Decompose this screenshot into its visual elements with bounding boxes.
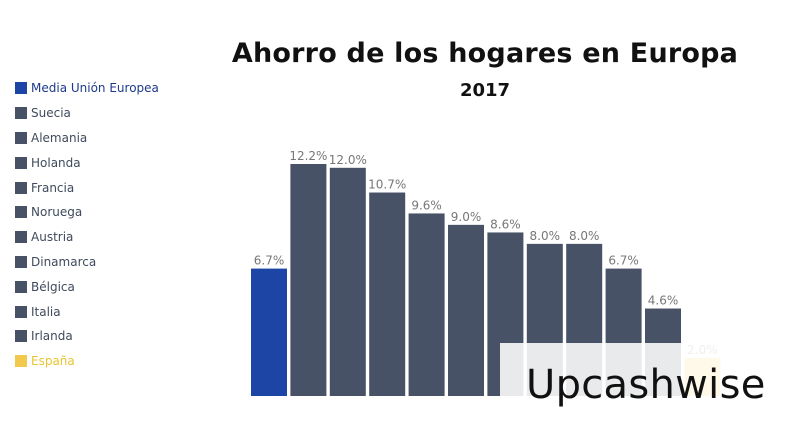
legend-label: Suecia (31, 106, 71, 121)
legend-swatch (15, 305, 27, 318)
legend-label: Bélgica (31, 279, 75, 294)
legend-swatch (15, 107, 27, 120)
data-label-8: 8.0% (530, 229, 561, 243)
legend-item: Noruega (15, 200, 159, 225)
legend-label: Italia (31, 304, 61, 319)
legend-swatch (15, 330, 27, 343)
bar-1 (251, 268, 287, 396)
legend-label: España (31, 354, 75, 369)
data-label-7: 8.6% (490, 217, 521, 231)
legend-swatch (15, 231, 27, 244)
legend-item: Suecia (15, 101, 159, 126)
data-label-5: 9.6% (411, 198, 442, 212)
chart-legend: Media Unión Europea Suecia Alemania Holanda… (15, 76, 159, 374)
legend-label: Noruega (31, 205, 83, 220)
legend-swatch (15, 280, 27, 293)
legend-item: Italia (15, 299, 159, 324)
legend-item: Alemania (15, 126, 159, 151)
legend-label: Irlanda (31, 329, 73, 344)
legend-item: España (15, 349, 159, 374)
bar-4 (369, 192, 406, 396)
bar-3 (329, 167, 366, 396)
data-label-11: 4.6% (648, 294, 679, 308)
watermark-background (500, 343, 800, 440)
legend-label: Francia (31, 180, 75, 195)
bar-5 (408, 213, 445, 396)
watermark-logo: Upcashwise (526, 362, 766, 408)
data-label-3: 12.0% (329, 153, 367, 167)
legend-item: Bélgica (15, 274, 159, 299)
legend-item: Austria (15, 225, 159, 250)
legend-swatch (15, 82, 27, 95)
legend-swatch (15, 255, 27, 268)
legend-label: Austria (31, 230, 74, 245)
data-label-6: 9.0% (451, 210, 482, 224)
data-label-1: 6.7% (254, 254, 285, 268)
data-label-2: 12.2% (289, 149, 327, 163)
chart-title: Ahorro de los hogares en Europa (231, 38, 739, 69)
bar-2 (290, 164, 327, 396)
legend-item: Dinamarca (15, 250, 159, 275)
legend-label: Dinamarca (31, 254, 97, 269)
legend-item: Irlanda (15, 324, 159, 349)
legend-label: Holanda (31, 155, 81, 170)
legend-swatch (15, 181, 27, 194)
legend-item: Holanda (15, 150, 159, 175)
data-label-10: 6.7% (608, 254, 639, 268)
legend-swatch (15, 206, 27, 219)
data-label-9: 8.0% (569, 229, 600, 243)
legend-label: Media Unión Europea (31, 81, 159, 96)
legend-label: Alemania (31, 130, 88, 145)
legend-swatch (15, 355, 27, 368)
legend-swatch (15, 131, 27, 144)
legend-item: Media Unión Europea (15, 76, 159, 101)
legend-item: Francia (15, 175, 159, 200)
chart-subtitle: 2017 (459, 80, 511, 101)
legend-swatch (15, 156, 27, 169)
data-label-4: 10.7% (368, 178, 406, 192)
bar-6 (448, 224, 484, 396)
